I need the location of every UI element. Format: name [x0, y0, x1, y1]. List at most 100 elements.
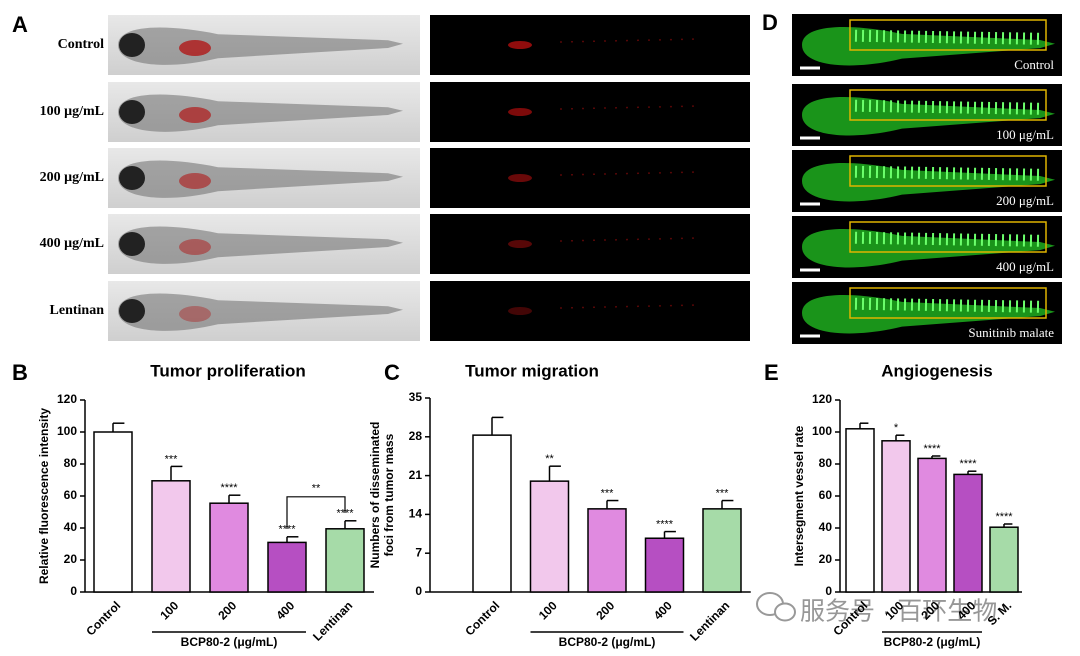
y-tick-label: 14	[409, 507, 423, 521]
row-label: Control	[1014, 57, 1054, 72]
fluorescence-image	[430, 281, 750, 341]
row-label: Sunitinib malate	[968, 325, 1054, 340]
comparison-label: **	[312, 483, 321, 495]
bar	[93, 431, 133, 593]
fish-eye	[119, 100, 145, 124]
significance: ***	[165, 453, 179, 465]
significance: ****	[336, 508, 354, 520]
panel-letter: A	[12, 12, 28, 37]
chart-title: Tumor migration	[465, 361, 599, 380]
x-tick-label: Lentinan	[687, 598, 732, 643]
y-axis-label: Numbers of disseminated	[368, 422, 382, 569]
roi-box	[849, 155, 1047, 187]
roi-box	[849, 221, 1047, 253]
fish	[118, 293, 403, 331]
fish	[118, 94, 403, 132]
tumor-signal	[508, 307, 532, 315]
group-label: BCP80-2 (μg/mL)	[181, 635, 278, 649]
x-tick-label: 400	[273, 598, 297, 622]
bar	[472, 434, 512, 593]
fish	[802, 96, 1055, 136]
y-tick-label: 120	[57, 392, 77, 406]
y-tick-label: 0	[70, 584, 77, 598]
significance: *	[894, 422, 899, 434]
significance: ****	[278, 524, 296, 536]
panel-letter: C	[384, 360, 400, 385]
tumor	[179, 107, 211, 123]
bar	[151, 480, 191, 593]
significance: ****	[220, 482, 238, 494]
significance: ****	[656, 518, 674, 530]
fish	[802, 228, 1055, 268]
roi-box	[849, 287, 1047, 319]
bar	[209, 502, 249, 593]
y-tick-label: 80	[64, 456, 78, 470]
significance: ****	[995, 511, 1013, 523]
y-tick-label: 60	[819, 488, 833, 502]
fluorescence-image	[430, 148, 750, 208]
tumor	[179, 173, 211, 189]
tumor-signal	[508, 41, 532, 49]
group-label: BCP80-2 (μg/mL)	[559, 635, 656, 649]
row-label: 100 μg/mL	[40, 104, 104, 119]
row-label: 200 μg/mL	[40, 170, 104, 185]
fish	[802, 294, 1055, 334]
watermark: 服务号 · 百环生物	[800, 598, 997, 626]
bar	[702, 508, 742, 593]
panel-letter: E	[764, 360, 779, 385]
x-tick-label: Lentinan	[310, 598, 355, 643]
bar	[917, 457, 947, 593]
y-tick-label: 100	[57, 424, 77, 438]
y-tick-label: 20	[64, 552, 78, 566]
tumor	[179, 239, 211, 255]
y-tick-label: 35	[409, 390, 423, 404]
vessels	[854, 231, 1041, 247]
fluorescence-image	[430, 15, 750, 75]
y-tick-label: 7	[415, 545, 422, 559]
x-tick-label: 100	[157, 598, 181, 622]
foci	[559, 171, 701, 176]
y-axis-label: foci from tumor mass	[382, 433, 396, 556]
tumor-signal	[508, 108, 532, 116]
significance: ***	[601, 487, 615, 499]
row-label: 100 μg/mL	[996, 127, 1054, 142]
tumor-signal	[508, 240, 532, 248]
y-axis-label: Intersegment vessel rate	[792, 425, 806, 566]
tumor	[179, 306, 211, 322]
panel-letter: D	[762, 10, 778, 35]
x-tick-label: 100	[536, 598, 560, 622]
bar	[881, 440, 911, 593]
tumor	[179, 40, 211, 56]
vessels	[854, 99, 1041, 115]
x-tick-label: Control	[83, 598, 123, 638]
y-tick-label: 21	[409, 468, 423, 482]
y-axis-label: Relative fluorescence intensity	[37, 408, 51, 584]
row-label: 400 μg/mL	[40, 236, 104, 251]
y-tick-label: 0	[825, 584, 832, 598]
significance: ***	[716, 487, 730, 499]
row-label: 400 μg/mL	[996, 259, 1054, 274]
vessels	[854, 297, 1041, 313]
y-tick-label: 40	[819, 520, 833, 534]
roi-box	[849, 89, 1047, 121]
y-tick-label: 60	[64, 488, 78, 502]
y-tick-label: 20	[819, 552, 833, 566]
tumor-signal	[508, 174, 532, 182]
fish	[118, 27, 403, 65]
fish	[118, 160, 403, 198]
bar	[529, 480, 570, 593]
row-label: Lentinan	[50, 303, 105, 318]
significance: ****	[923, 443, 941, 455]
row-label: Control	[58, 37, 105, 52]
panel-letter: B	[12, 360, 28, 385]
fish	[802, 26, 1055, 66]
fluorescence-image	[430, 82, 750, 142]
fish-eye	[119, 299, 145, 323]
fish-eye	[119, 232, 145, 256]
significance: ****	[959, 458, 977, 470]
y-tick-label: 28	[409, 429, 423, 443]
x-tick-label: 400	[651, 598, 675, 622]
bar	[953, 473, 983, 593]
bar	[325, 528, 365, 593]
